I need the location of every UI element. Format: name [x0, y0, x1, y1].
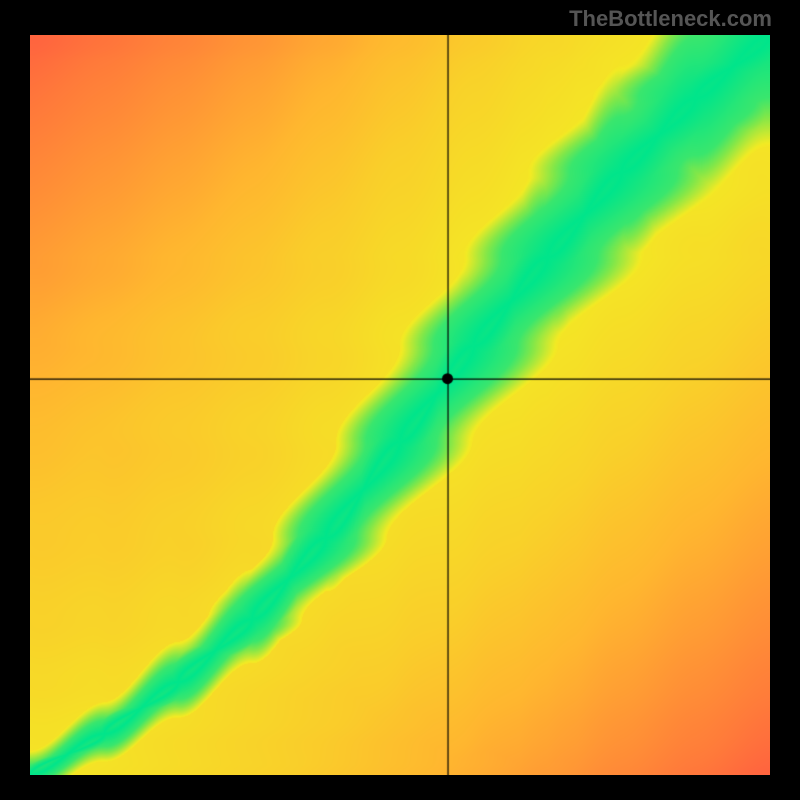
bottleneck-heatmap: [30, 35, 770, 775]
attribution-label: TheBottleneck.com: [569, 6, 772, 32]
chart-container: TheBottleneck.com: [0, 0, 800, 800]
